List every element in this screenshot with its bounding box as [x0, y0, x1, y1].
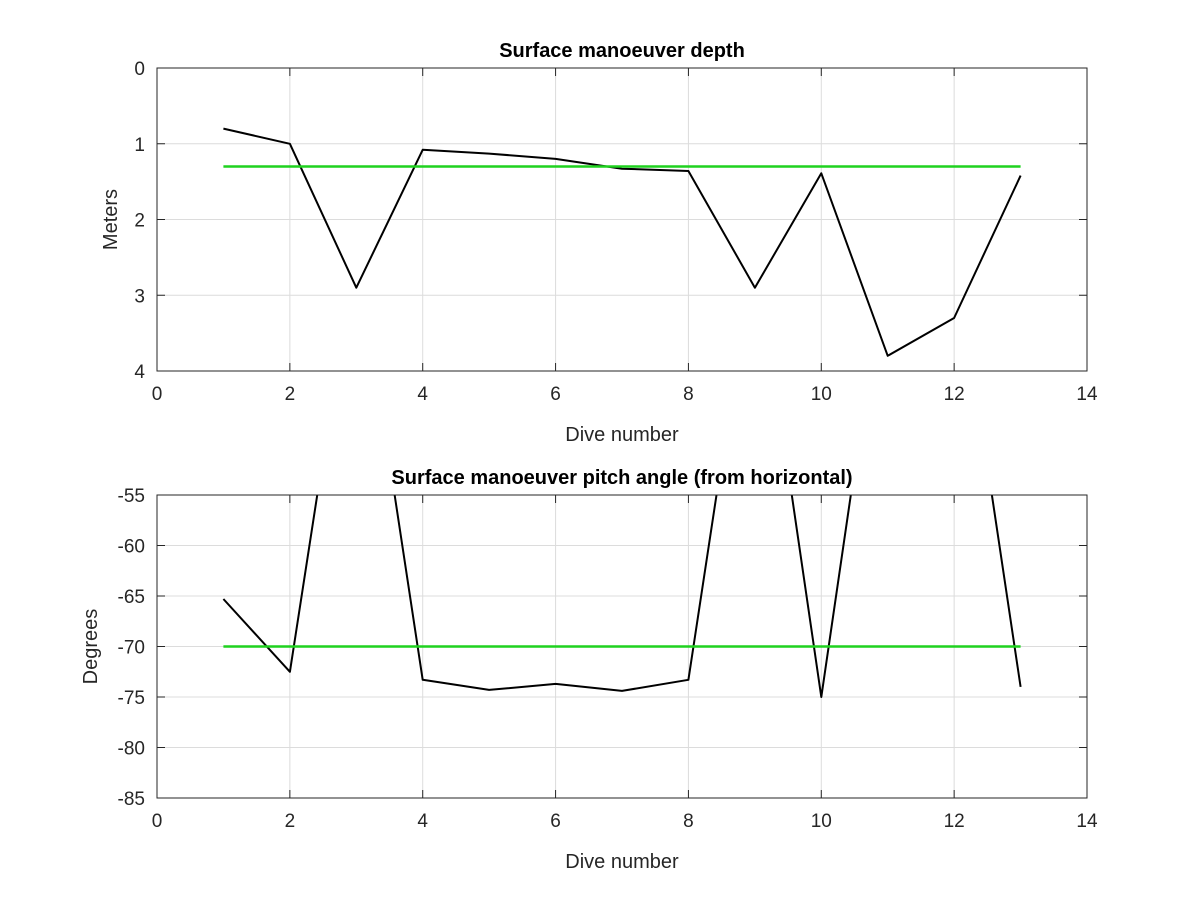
y-axis-label: Meters — [100, 189, 122, 250]
x-tick-label: 0 — [152, 811, 163, 832]
y-tick-label: 2 — [134, 211, 145, 232]
x-tick-label: 10 — [811, 811, 832, 832]
y-tick-label: -85 — [118, 789, 145, 810]
y-tick-label: -55 — [118, 486, 145, 507]
y-axis-label: Degrees — [80, 609, 102, 685]
plot-border — [156, 67, 1088, 372]
x-tick-label: 8 — [683, 811, 694, 832]
x-tick-label: 12 — [944, 811, 965, 832]
x-tick-label: 6 — [550, 811, 561, 832]
chart-title: Surface manoeuver depth — [499, 40, 745, 62]
y-tick-label: 4 — [134, 362, 145, 383]
x-tick-label: 2 — [285, 811, 296, 832]
plot-border — [156, 494, 1088, 799]
chart-title: Surface manoeuver pitch angle (from hori… — [391, 467, 852, 489]
x-tick-label: 14 — [1076, 811, 1098, 832]
y-tick-label: 0 — [134, 59, 145, 80]
x-tick-label: 2 — [285, 384, 296, 405]
y-tick-label: -75 — [118, 688, 145, 709]
y-tick-label: 3 — [134, 286, 145, 307]
x-tick-label: 8 — [683, 384, 694, 405]
y-tick-label: -60 — [118, 537, 145, 558]
x-tick-label: 6 — [550, 384, 561, 405]
x-tick-label: 12 — [944, 384, 965, 405]
x-tick-label: 10 — [811, 384, 832, 405]
x-axis-label: Dive number — [565, 851, 679, 873]
x-tick-label: 4 — [417, 811, 428, 832]
x-tick-label: 0 — [152, 384, 163, 405]
data-series-line — [222, 495, 1022, 698]
y-tick-label: 1 — [134, 135, 145, 156]
y-tick-label: -80 — [118, 739, 145, 760]
y-tick-label: -70 — [118, 638, 145, 659]
x-tick-label: 4 — [417, 384, 428, 405]
data-series-line — [223, 127, 1022, 357]
x-axis-label: Dive number — [565, 424, 679, 446]
y-tick-label: -65 — [118, 587, 145, 608]
x-tick-label: 14 — [1076, 384, 1098, 405]
chart-2: 0 2 4 6 8 10 12 14 -55 -60 -65 -70 -75 -80 -85 Surface … — [80, 467, 1098, 873]
